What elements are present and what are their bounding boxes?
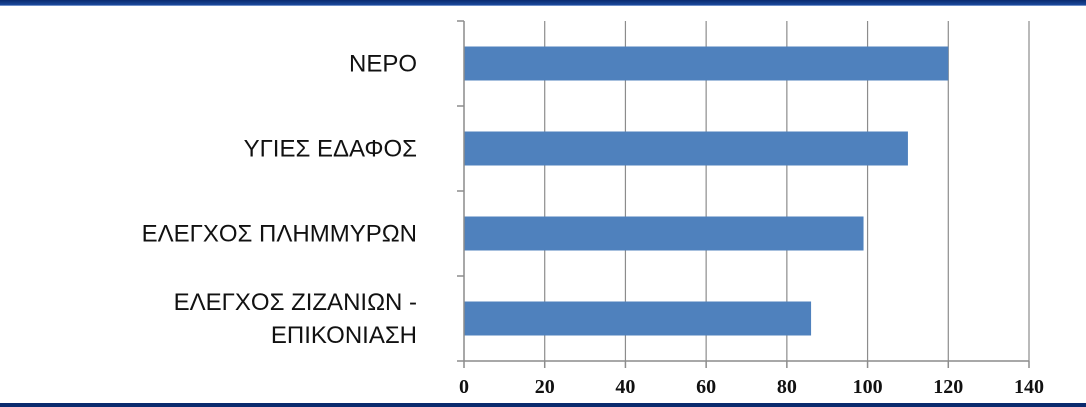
x-tick-label: 40 [615,376,635,398]
x-tick-label: 100 [853,376,883,398]
top-border [0,0,1086,6]
category-label: ΝΕΡΟ [349,51,417,78]
bar [464,216,864,251]
category-label: ΥΓΙΕΣ ΕΔΑΦΟΣ [244,136,417,163]
x-tick-label: 0 [459,376,469,398]
category-label: ΕΛΕΓΧΟΣ ΠΛΗΜΜΥΡΩΝ [142,221,417,248]
category-label: ΕΠΙΚΟΝΙΑΣΗ [271,322,417,349]
bar [464,46,949,81]
x-tick-label: 20 [535,376,555,398]
bottom-border [0,403,1086,407]
bar [464,301,812,336]
x-tick-label: 120 [933,376,963,398]
category-label: ΕΛΕΓΧΟΣ ΖΙΖΑΝΙΩΝ - [174,289,417,316]
x-tick-label: 60 [696,376,716,398]
bar [464,131,908,166]
x-tick-label: 80 [777,376,797,398]
x-tick-label: 140 [1014,376,1044,398]
